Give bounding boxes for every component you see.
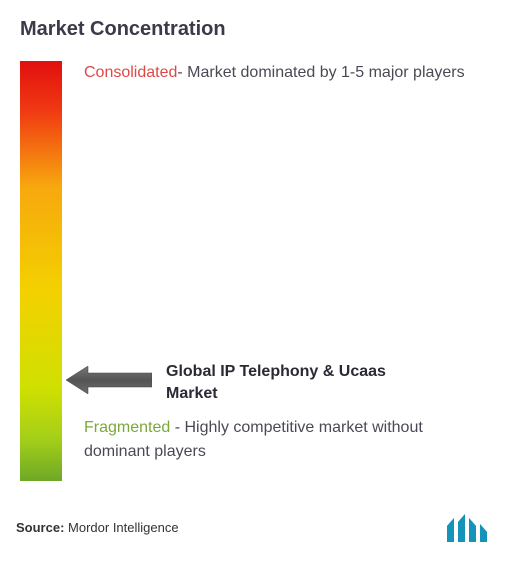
source-label: Source: — [16, 520, 64, 535]
arrow-left-icon — [66, 366, 152, 399]
fragmented-keyword: Fragmented — [84, 419, 170, 436]
fragmented-label: Fragmented - Highly competitive market w… — [84, 416, 491, 464]
concentration-gradient-bar — [20, 61, 62, 481]
mordor-logo-icon — [445, 514, 493, 549]
source-footer: Source: Mordor Intelligence — [16, 520, 179, 535]
market-position-marker: Global IP Telephony & Ucaas Market — [66, 361, 491, 404]
chart-area: Consolidated- Market dominated by 1-5 ma… — [20, 61, 491, 491]
consolidated-description: - Market dominated by 1-5 major players — [177, 64, 464, 81]
consolidated-label: Consolidated- Market dominated by 1-5 ma… — [84, 61, 491, 85]
chart-title: Market Concentration — [20, 18, 491, 41]
source-value: Mordor Intelligence — [68, 520, 179, 535]
marker-label: Global IP Telephony & Ucaas Market — [166, 361, 426, 404]
consolidated-keyword: Consolidated — [84, 64, 177, 81]
